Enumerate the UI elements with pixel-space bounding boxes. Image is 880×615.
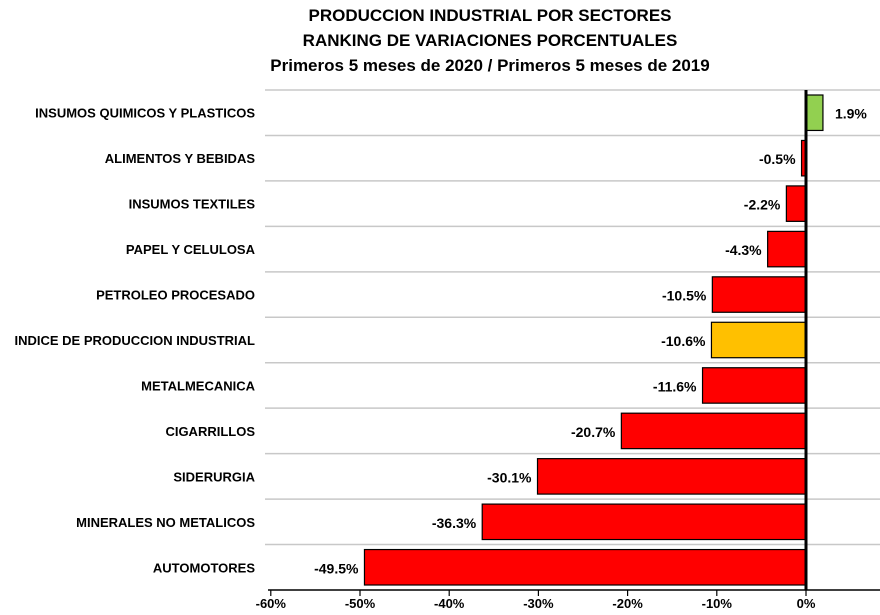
bar xyxy=(701,367,807,404)
data-label: -36.3% xyxy=(432,515,477,531)
bar xyxy=(805,94,824,132)
category-label: INDICE DE PRODUCCION INDUSTRIAL xyxy=(14,333,255,348)
bar xyxy=(536,458,807,495)
x-tick-label: -10% xyxy=(702,596,733,611)
category-label: INSUMOS TEXTILES xyxy=(129,197,256,212)
data-label: -20.7% xyxy=(571,424,616,440)
x-tick-label: -50% xyxy=(345,596,376,611)
category-label: ALIMENTOS Y BEBIDAS xyxy=(105,151,256,166)
bar xyxy=(363,548,807,586)
category-label: MINERALES NO METALICOS xyxy=(76,515,255,530)
category-label: METALMECANICA xyxy=(141,378,255,393)
x-tick-label: 0% xyxy=(797,596,816,611)
category-label: CIGARRILLOS xyxy=(165,424,255,439)
chart-title-line-2: RANKING DE VARIACIONES PORCENTUALES xyxy=(302,31,678,50)
data-label: -2.2% xyxy=(744,197,781,213)
data-label: -0.5% xyxy=(759,151,796,167)
bar xyxy=(620,412,807,450)
data-label: -4.3% xyxy=(725,242,762,258)
x-tick-label: -20% xyxy=(612,596,643,611)
category-label: PAPEL Y CELULOSA xyxy=(126,242,256,257)
chart-title-line-1: PRODUCCION INDUSTRIAL POR SECTORES xyxy=(308,6,672,25)
data-label: -30.1% xyxy=(487,469,532,485)
data-label: -10.5% xyxy=(662,288,707,304)
category-label: PETROLEO PROCESADO xyxy=(96,288,255,303)
data-label: -49.5% xyxy=(314,560,359,576)
data-label: -11.6% xyxy=(653,378,697,394)
data-label: -10.6% xyxy=(661,333,706,349)
x-tick-label: -30% xyxy=(523,596,554,611)
bar xyxy=(710,321,807,359)
category-label: INSUMOS QUIMICOS Y PLASTICOS xyxy=(35,106,255,121)
bar xyxy=(785,185,807,222)
bar xyxy=(711,276,807,313)
chart-subtitle: Primeros 5 meses de 2020 / Primeros 5 me… xyxy=(270,56,710,75)
x-tick-label: -60% xyxy=(256,596,287,611)
bar xyxy=(767,230,807,268)
category-label: AUTOMOTORES xyxy=(153,560,255,575)
bar xyxy=(481,503,807,541)
category-label: SIDERURGIA xyxy=(173,469,255,484)
x-tick-label: -40% xyxy=(434,596,465,611)
data-label: 1.9% xyxy=(835,106,867,122)
